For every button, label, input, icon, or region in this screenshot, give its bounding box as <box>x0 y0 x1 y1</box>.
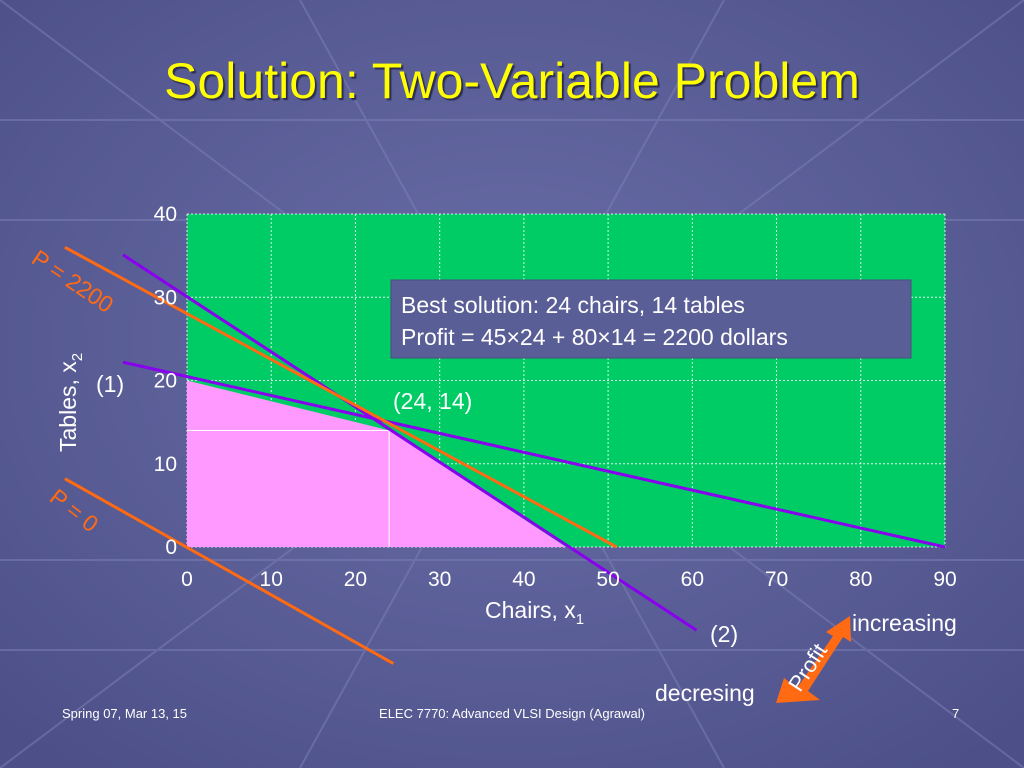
y-axis-label: Tables, x2 <box>55 353 86 452</box>
profit-label-max: P = 2200 <box>27 245 118 318</box>
info-box-background <box>390 279 912 359</box>
x-tick-label: 60 <box>681 568 704 591</box>
constraint-label-2: (2) <box>710 621 738 647</box>
profit-arrow-label: Profit <box>783 639 832 696</box>
footer-course: ELEC 7770: Advanced VLSI Design (Agrawal… <box>379 706 645 721</box>
profit-line-max <box>64 245 618 549</box>
constraint-line-1 <box>122 360 946 549</box>
x-tick-label: 50 <box>596 568 619 591</box>
x-tick-label: 20 <box>344 568 367 591</box>
footer-date: Spring 07, Mar 13, 15 <box>62 706 188 721</box>
profit-arrow-shape <box>776 616 851 703</box>
profit-arrow: Profit <box>776 616 851 703</box>
profit-decreasing-label: decresing <box>655 680 755 706</box>
x-axis-label: Chairs, x1 <box>485 597 584 628</box>
x-tick-label: 0 <box>181 568 193 591</box>
info-box-line-1: Best solution: 24 chairs, 14 tables <box>401 292 745 318</box>
constraint-label-1: (1) <box>96 371 124 397</box>
constraint-line-2 <box>122 253 698 632</box>
feasible-region <box>187 380 566 547</box>
x-tick-label: 80 <box>849 568 872 591</box>
x-tick-label: 70 <box>765 568 788 591</box>
y-tick-label: 20 <box>154 370 177 393</box>
profit-line-zero <box>64 477 395 665</box>
optimum-point-label: (24, 14) <box>393 388 472 414</box>
x-tick-label: 40 <box>512 568 535 591</box>
x-tick-label: 10 <box>260 568 283 591</box>
profit-increasing-label: increasing <box>852 610 957 636</box>
y-tick-label: 40 <box>154 203 177 226</box>
info-box: Best solution: 24 chairs, 14 tables Prof… <box>390 279 912 359</box>
footer-page-number: 7 <box>952 706 960 721</box>
profit-label-zero: P = 0 <box>45 483 104 537</box>
y-tick-label: 30 <box>154 286 177 309</box>
x-tick-label: 90 <box>933 568 956 591</box>
y-tick-label: 0 <box>165 536 177 559</box>
x-tick-label: 30 <box>428 568 451 591</box>
y-tick-label: 10 <box>154 453 177 476</box>
slide-title: Solution: Two-Variable Problem <box>164 53 860 109</box>
info-box-line-2: Profit = 45×24 + 80×14 = 2200 dollars <box>401 324 788 350</box>
